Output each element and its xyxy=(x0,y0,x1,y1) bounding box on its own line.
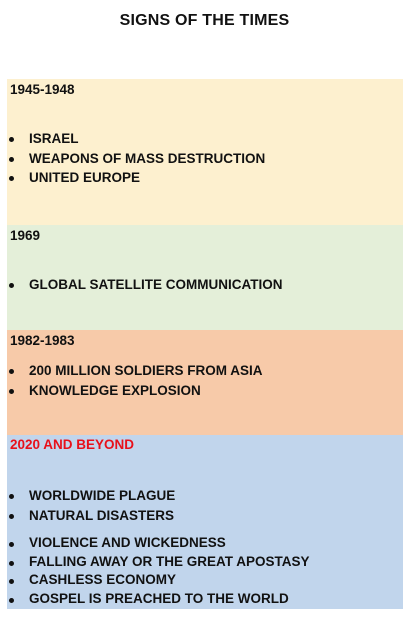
bullet-icon xyxy=(9,542,14,547)
section-2020-and-beyond: 2020 AND BEYOND WORLDWIDE PLAGUE NATURAL… xyxy=(7,435,403,609)
bullet-icon xyxy=(9,494,14,499)
list-item: FALLING AWAY OR THE GREAT APOSTASY xyxy=(7,553,310,572)
bullet-icon xyxy=(9,283,14,288)
section-heading: 1969 xyxy=(10,228,41,243)
list-item: 200 MILLION SOLDIERS FROM ASIA xyxy=(7,361,263,381)
item-list: ISRAEL WEAPONS OF MASS DESTRUCTION UNITE… xyxy=(7,129,265,188)
section-heading: 2020 AND BEYOND xyxy=(10,437,135,452)
list-item: ISRAEL xyxy=(7,129,265,149)
list-item: UNITED EUROPE xyxy=(7,168,265,188)
list-item: WORLDWIDE PLAGUE xyxy=(7,486,175,506)
section-heading: 1945-1948 xyxy=(10,82,75,97)
list-item: KNOWLEDGE EXPLOSION xyxy=(7,381,263,401)
bullet-icon xyxy=(9,369,14,374)
list-item: GLOBAL SATELLITE COMMUNICATION xyxy=(7,275,282,295)
list-item-label: WEAPONS OF MASS DESTRUCTION xyxy=(29,150,266,166)
item-list: WORLDWIDE PLAGUE NATURAL DISASTERS xyxy=(7,486,175,525)
list-item-label: KNOWLEDGE EXPLOSION xyxy=(29,382,201,398)
bullet-icon xyxy=(9,156,14,162)
list-item-label: ISRAEL xyxy=(29,131,79,146)
bullet-icon xyxy=(9,560,14,566)
bullet-icon xyxy=(9,513,14,519)
section-1945-1948: 1945-1948 ISRAEL WEAPONS OF MASS DESTRUC… xyxy=(7,79,403,225)
bullet-icon xyxy=(9,597,14,603)
list-item-label: UNITED EUROPE xyxy=(29,170,141,185)
list-item-label: GOSPEL IS PREACHED TO THE WORLD xyxy=(29,590,289,606)
list-item-label: VIOLENCE AND WICKEDNESS xyxy=(29,535,226,550)
bullet-icon xyxy=(9,579,14,584)
list-item-label: GLOBAL SATELLITE COMMUNICATION xyxy=(29,277,283,292)
item-list: VIOLENCE AND WICKEDNESS FALLING AWAY OR … xyxy=(7,534,310,608)
item-list: 200 MILLION SOLDIERS FROM ASIA KNOWLEDGE… xyxy=(7,361,263,400)
list-item-label: 200 MILLION SOLDIERS FROM ASIA xyxy=(29,363,263,378)
bullet-icon xyxy=(9,388,14,394)
section-1982-1983: 1982-1983 200 MILLION SOLDIERS FROM ASIA… xyxy=(7,330,403,435)
bullet-icon xyxy=(9,176,14,181)
item-list: GLOBAL SATELLITE COMMUNICATION xyxy=(7,275,282,295)
bullet-icon xyxy=(9,137,14,142)
list-item-label: WORLDWIDE PLAGUE xyxy=(29,488,176,503)
list-item: GOSPEL IS PREACHED TO THE WORLD xyxy=(7,590,310,609)
list-item: WEAPONS OF MASS DESTRUCTION xyxy=(7,149,265,169)
list-item-label: NATURAL DISASTERS xyxy=(29,507,175,523)
list-item: CASHLESS ECONOMY xyxy=(7,571,310,590)
section-heading: 1982-1983 xyxy=(10,333,75,348)
list-item-label: FALLING AWAY OR THE GREAT APOSTASY xyxy=(29,553,310,569)
list-item-label: CASHLESS ECONOMY xyxy=(29,572,177,587)
list-item: NATURAL DISASTERS xyxy=(7,506,175,526)
list-item: VIOLENCE AND WICKEDNESS xyxy=(7,534,310,553)
page-title: SIGNS OF THE TIMES xyxy=(119,12,290,29)
section-1969: 1969 GLOBAL SATELLITE COMMUNICATION xyxy=(7,225,403,330)
